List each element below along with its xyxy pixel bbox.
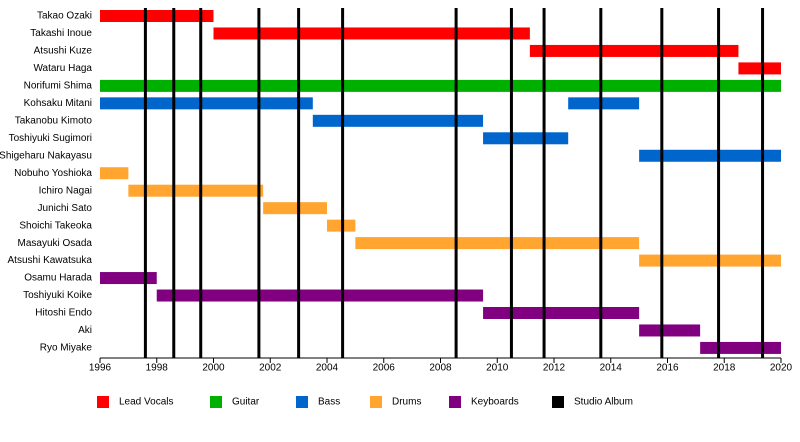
x-tick-label: 2004 xyxy=(316,363,339,374)
member-bar xyxy=(156,289,484,302)
member-bar xyxy=(100,97,313,110)
member-label: Nobuho Yoshioka xyxy=(14,168,92,179)
member-label: Hitoshi Endo xyxy=(35,308,92,319)
legend-label: Lead Vocals xyxy=(119,397,174,408)
x-tick-label: 1996 xyxy=(89,363,112,374)
legend-label: Bass xyxy=(318,397,340,408)
legend-label: Drums xyxy=(392,397,421,408)
member-label: Ichiro Nagai xyxy=(39,185,92,196)
x-tick-label: 1998 xyxy=(146,363,169,374)
member-bar xyxy=(263,202,327,215)
x-tick-label: 2002 xyxy=(259,363,282,374)
member-bar xyxy=(639,254,781,267)
member-label: Takao Ozaki xyxy=(37,11,92,22)
member-bar xyxy=(483,132,569,145)
legend-swatch xyxy=(370,396,382,408)
member-label: Wataru Haga xyxy=(33,63,92,74)
member-label: Atsushi Kuze xyxy=(34,46,93,57)
legend-swatch xyxy=(97,396,109,408)
member-bar xyxy=(568,97,640,110)
member-bar xyxy=(128,184,264,197)
x-tick-label: 2014 xyxy=(600,363,623,374)
legend-label: Studio Album xyxy=(574,397,633,408)
member-bar xyxy=(529,44,739,57)
member-label: Shoichi Takeoka xyxy=(19,220,92,231)
member-label: Masayuki Osada xyxy=(18,238,93,249)
member-label: Toshiyuki Koike xyxy=(23,290,92,301)
member-bar xyxy=(700,341,781,354)
member-bar xyxy=(100,272,157,285)
x-tick-label: 2016 xyxy=(656,363,679,374)
legend-swatch xyxy=(210,396,222,408)
legend-swatch xyxy=(449,396,461,408)
legend-swatch xyxy=(552,396,564,408)
member-label: Takashi Inoue xyxy=(30,28,92,39)
legend-label: Keyboards xyxy=(471,397,519,408)
x-tick-label: 2006 xyxy=(373,363,396,374)
member-label: Osamu Harada xyxy=(24,273,92,284)
member-label: Shigeharu Nakayasu xyxy=(0,150,92,161)
x-tick-label: 2010 xyxy=(486,363,509,374)
member-bar xyxy=(100,79,781,92)
member-bar xyxy=(100,10,214,22)
member-label: Toshiyuki Sugimori xyxy=(9,133,92,144)
member-bar xyxy=(738,62,781,75)
member-bar xyxy=(213,27,530,40)
member-bar xyxy=(100,167,129,180)
x-tick-label: 2012 xyxy=(543,363,566,374)
legend-label: Guitar xyxy=(232,397,260,408)
x-tick-label: 2018 xyxy=(713,363,736,374)
member-bar xyxy=(312,114,484,127)
member-label: Junichi Sato xyxy=(38,203,93,214)
legend-swatch xyxy=(296,396,308,408)
member-bar xyxy=(483,306,640,319)
member-label: Kohsaku Mitani xyxy=(24,98,92,109)
member-label: Ryo Miyake xyxy=(40,343,93,354)
x-tick-label: 2000 xyxy=(202,363,225,374)
member-label: Atsushi Kawatsuka xyxy=(8,255,93,266)
member-label: Takanobu Kimoto xyxy=(15,115,93,126)
member-label: Aki xyxy=(78,325,92,336)
member-bar xyxy=(639,149,781,162)
member-bar xyxy=(355,237,640,250)
member-bar xyxy=(639,324,701,337)
x-tick-label: 2020 xyxy=(770,363,793,374)
x-tick-label: 2008 xyxy=(429,363,452,374)
member-label: Norifumi Shima xyxy=(24,81,93,92)
